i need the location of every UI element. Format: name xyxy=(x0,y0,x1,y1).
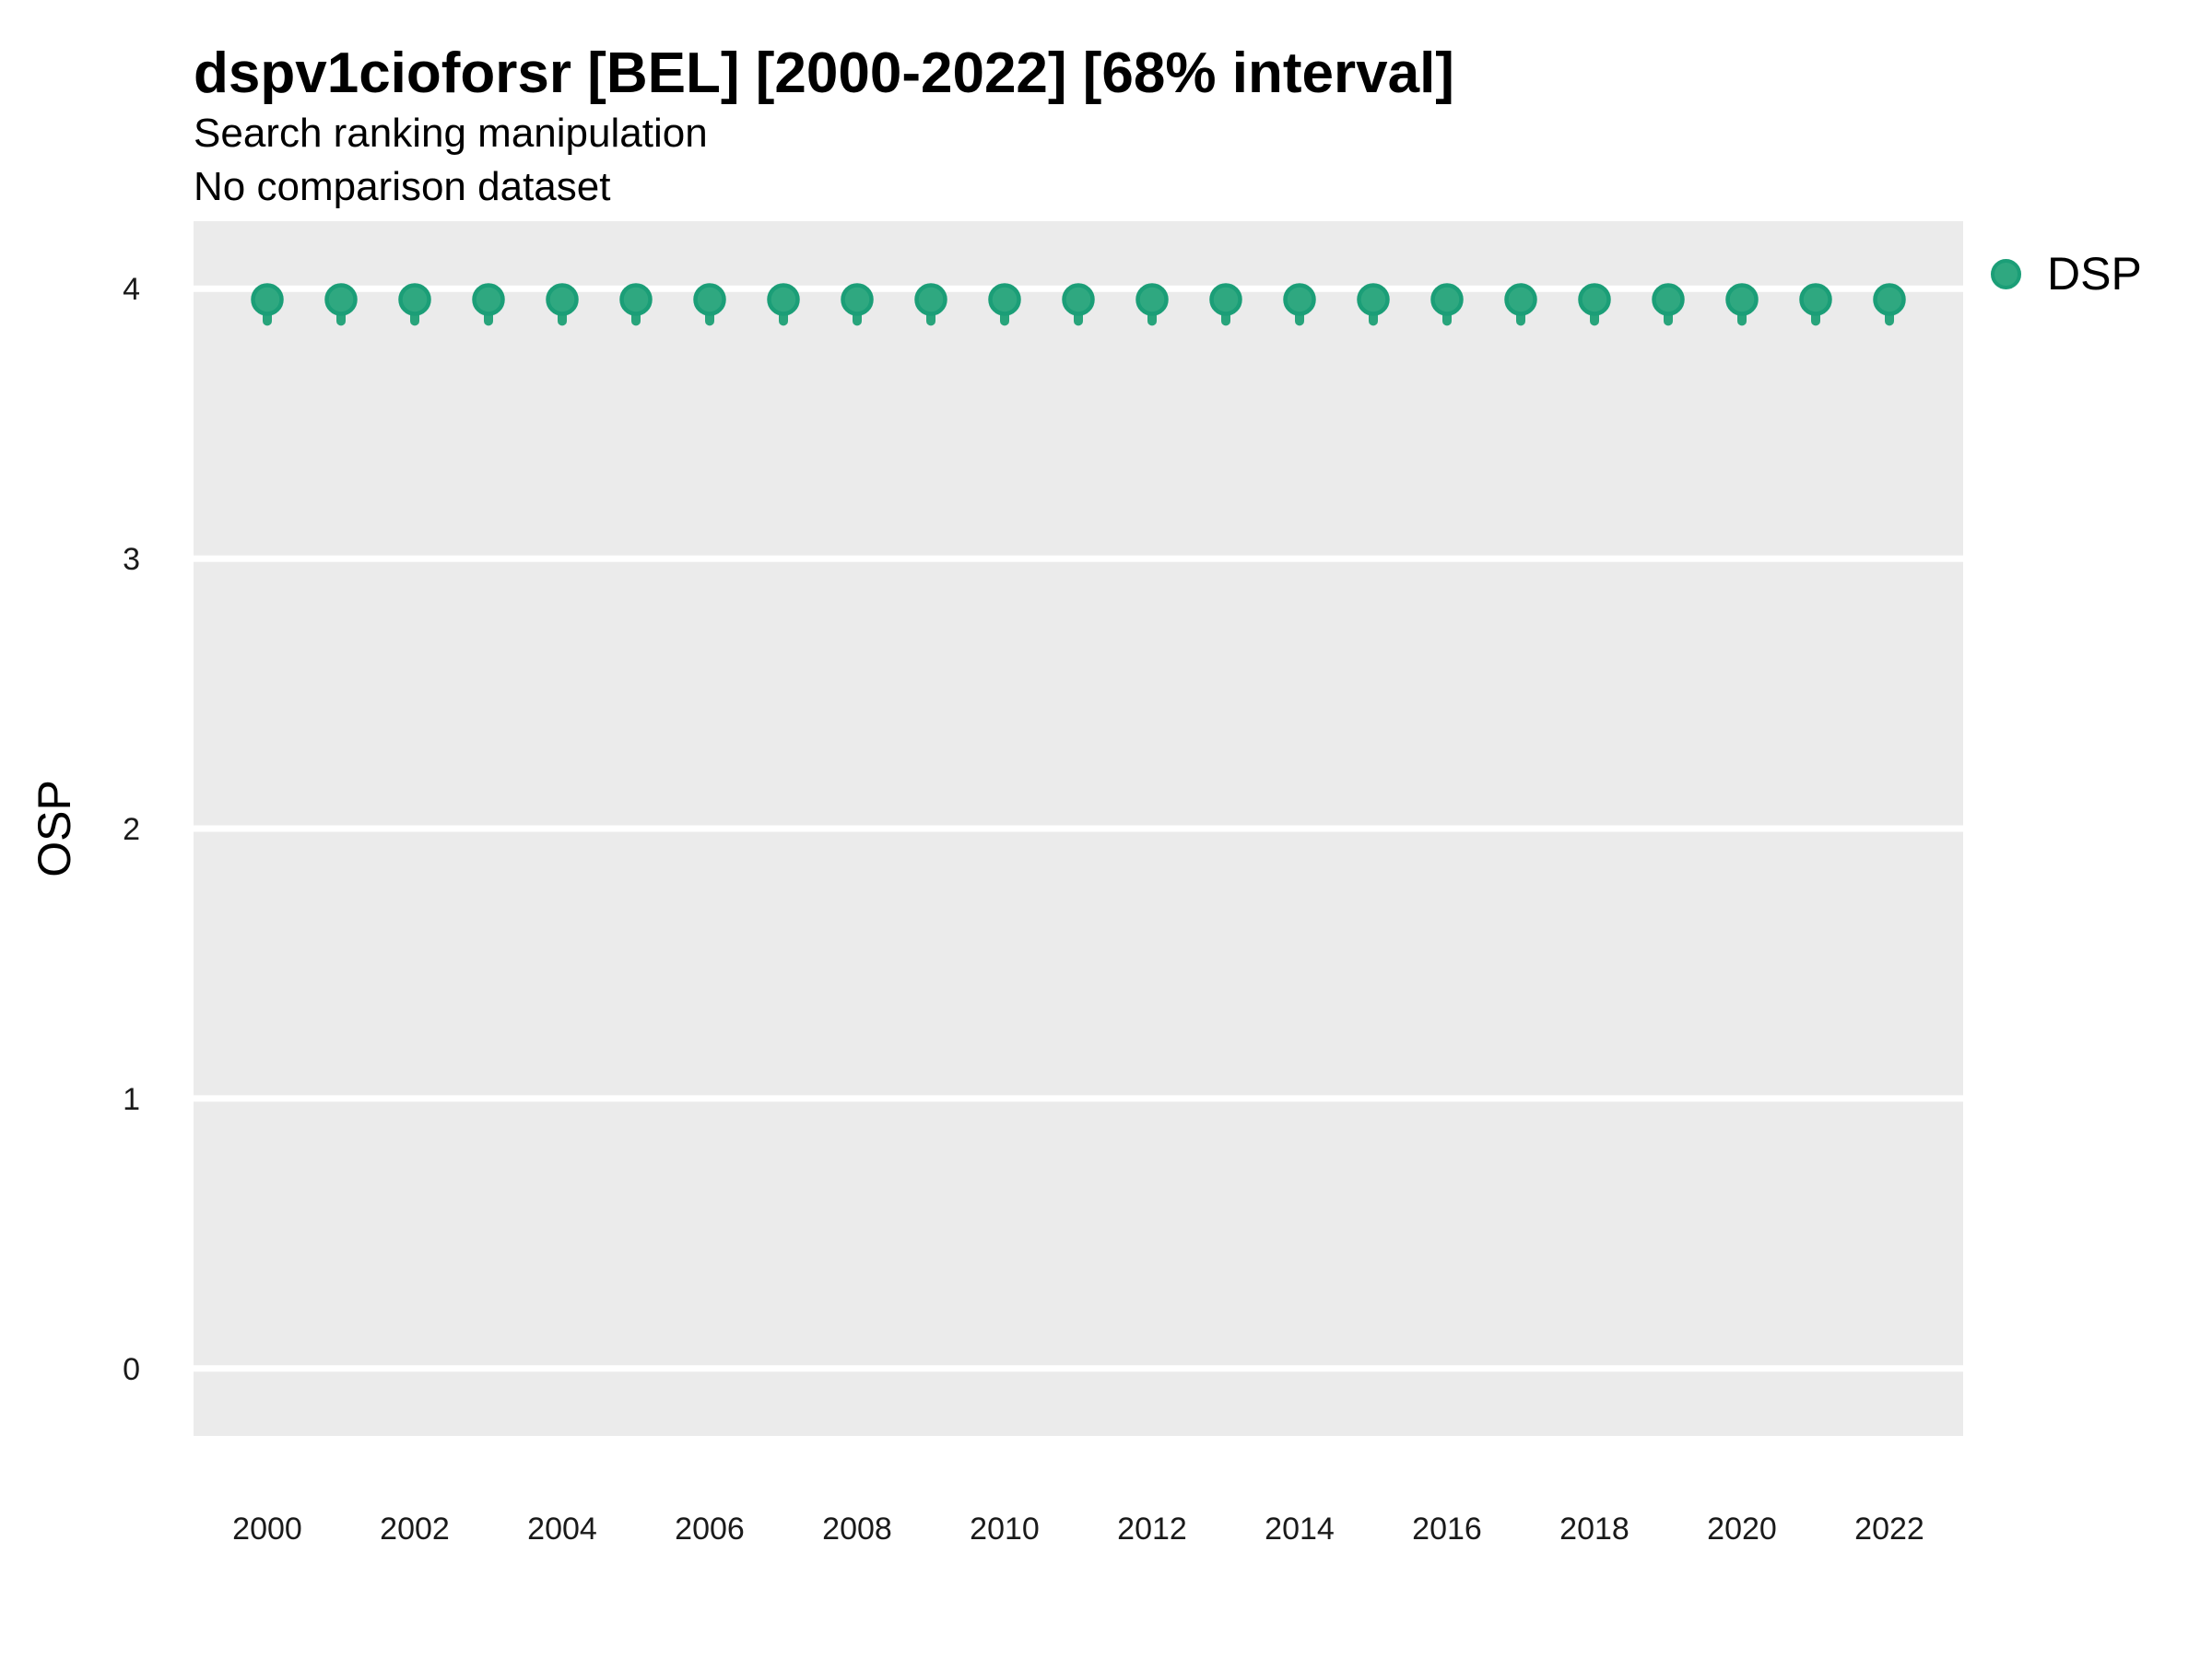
x-tick-label-2000: 2000 xyxy=(232,1512,302,1547)
chart-note: No comparison dataset xyxy=(194,164,611,209)
x-tick-label-2022: 2022 xyxy=(1854,1512,1924,1547)
x-tick-label-2004: 2004 xyxy=(527,1512,597,1547)
legend-label-dsp: DSP xyxy=(2047,248,2142,300)
x-tick-label-2008: 2008 xyxy=(822,1512,892,1547)
x-tick-label-2014: 2014 xyxy=(1265,1512,1335,1547)
chart-subtitle: Search ranking manipulation xyxy=(194,111,708,156)
data-point-2002 xyxy=(398,283,431,316)
data-point-2016 xyxy=(1430,283,1464,316)
legend-point-icon xyxy=(1991,258,2021,289)
y-tick-label-4: 4 xyxy=(123,272,140,307)
x-tick-label-2002: 2002 xyxy=(380,1512,450,1547)
data-point-2010 xyxy=(988,283,1021,316)
x-tick-label-2020: 2020 xyxy=(1707,1512,1777,1547)
data-point-2006 xyxy=(693,283,726,316)
data-point-2000 xyxy=(251,283,284,316)
data-point-2005 xyxy=(619,283,653,316)
x-tick-label-2010: 2010 xyxy=(970,1512,1040,1547)
x-tick-label-2006: 2006 xyxy=(675,1512,745,1547)
data-point-2017 xyxy=(1504,283,1537,316)
data-point-2007 xyxy=(767,283,800,316)
data-point-2012 xyxy=(1135,283,1169,316)
data-point-2011 xyxy=(1062,283,1095,316)
data-point-2004 xyxy=(546,283,579,316)
data-point-2019 xyxy=(1652,283,1685,316)
legend: DSP xyxy=(1991,247,2142,300)
data-point-2014 xyxy=(1283,283,1316,316)
x-tick-label-2012: 2012 xyxy=(1117,1512,1187,1547)
data-point-2020 xyxy=(1725,283,1759,316)
data-point-2015 xyxy=(1357,283,1390,316)
data-point-2003 xyxy=(472,283,505,316)
data-point-2001 xyxy=(324,283,358,316)
data-point-2018 xyxy=(1578,283,1611,316)
data-point-2009 xyxy=(914,283,947,316)
y-tick-label-3: 3 xyxy=(123,542,140,577)
x-tick-label-2018: 2018 xyxy=(1559,1512,1630,1547)
y-tick-label-0: 0 xyxy=(123,1352,140,1387)
y-tick-label-1: 1 xyxy=(123,1082,140,1117)
data-point-2022 xyxy=(1873,283,1906,316)
data-point-2013 xyxy=(1209,283,1242,316)
data-point-2021 xyxy=(1799,283,1832,316)
y-tick-label-2: 2 xyxy=(123,812,140,847)
chart-title: dspv1cioforsr [BEL] [2000-2022] [68% int… xyxy=(194,41,1454,105)
data-point-2008 xyxy=(841,283,874,316)
x-tick-label-2016: 2016 xyxy=(1412,1512,1482,1547)
